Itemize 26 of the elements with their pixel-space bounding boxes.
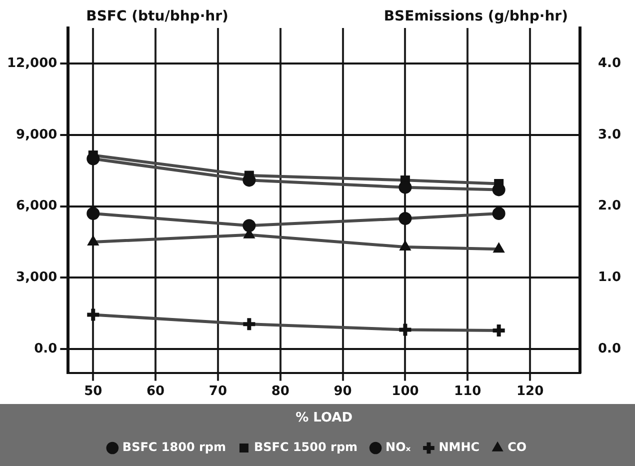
x-tick-label: 90 [334, 384, 352, 399]
x-tick-label: 70 [208, 384, 228, 399]
y2-tick-label: 1.0 [598, 270, 621, 286]
y2-tick-label: 2.0 [598, 198, 621, 214]
legend-label: BSFC 1800 rpm [122, 440, 226, 454]
legend-label: NMHC [438, 440, 480, 454]
legend-label: BSFC 1500 rpm [254, 440, 358, 454]
x-tick-label: 50 [84, 384, 102, 399]
x-tick-label: 110 [454, 384, 482, 399]
x-axis-title: % LOAD [296, 410, 353, 426]
x-tick-label: 120 [516, 384, 544, 399]
y-tick-label: 6,000 [16, 198, 58, 214]
x-tick-label: 100 [392, 384, 419, 399]
x-tick-label: 80 [271, 384, 290, 399]
y2-tick-label: 3.0 [598, 127, 621, 142]
y2-tick-label: 0.0 [598, 341, 621, 356]
y2-tick-label: 4.0 [598, 56, 621, 72]
y2-axis-title: BSEmissions (g/bhp·hr) [384, 8, 568, 25]
y-axis-title: BSFC (btu/bhp·hr) [86, 8, 228, 25]
y-tick-label: 9,000 [16, 127, 58, 142]
y-tick-label: 12,000 [6, 56, 58, 72]
x-tick-label: 60 [146, 384, 165, 399]
legend-label: CO [508, 440, 527, 454]
legend-label: NOₓ [386, 440, 411, 454]
y-tick-label: 3,000 [16, 270, 58, 286]
y-tick-label: 0.0 [34, 341, 58, 356]
